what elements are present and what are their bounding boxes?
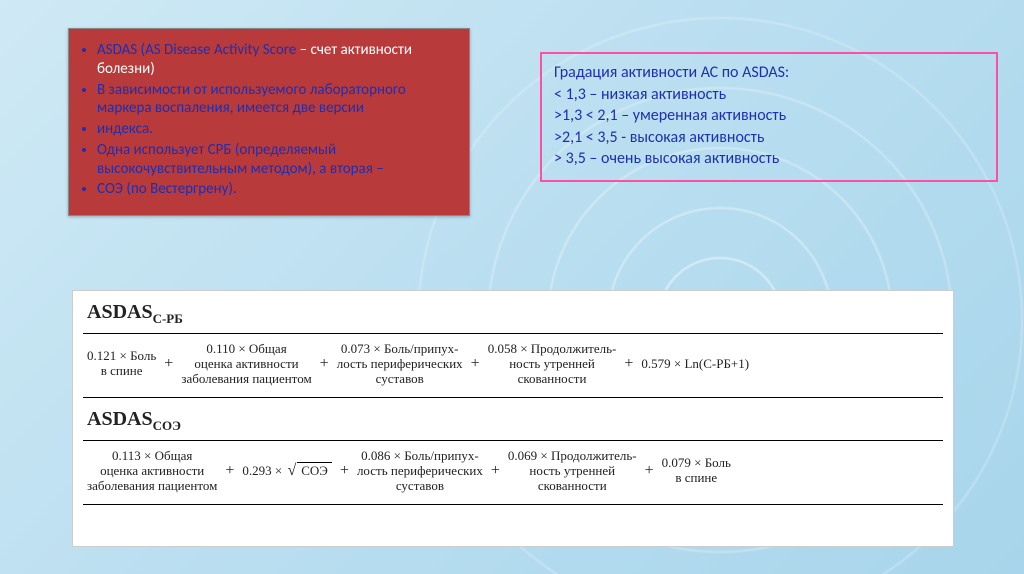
term: 0.079 × Боль в спине <box>662 456 731 486</box>
gradation-line: > 3,5 – очень высокая активность <box>554 148 984 170</box>
title-sub: СОЭ <box>153 418 181 433</box>
plus-icon: + <box>622 355 635 373</box>
plus-icon: + <box>469 355 482 373</box>
term-line: 0.069 × Продолжитель- <box>508 449 637 464</box>
term: 0.086 × Боль/припух- лость периферически… <box>357 449 483 494</box>
term: 0.113 × Общая оценка активности заболева… <box>87 449 217 494</box>
list-item: В зависимости от используемого лаборатор… <box>97 81 457 119</box>
gradation-line: >1,3 < 2,1 – умеренная активность <box>554 105 984 127</box>
title-main: ASDAS <box>87 301 153 323</box>
term-line: оценка активности <box>181 357 311 372</box>
term-line: ность утренней <box>488 357 617 372</box>
term: 0.058 × Продолжитель- ность утренней ско… <box>488 342 617 387</box>
term-line: 0.086 × Боль/припух- <box>357 449 483 464</box>
gradation-box: Градация активности АС по ASDAS: < 1,3 –… <box>540 52 998 182</box>
bullet-text: СОЭ (по Вестергрену). <box>97 180 237 198</box>
term-line: оценка активности <box>87 464 217 479</box>
bullet-text: индекса. <box>97 120 153 138</box>
sqrt-icon: СОЭ <box>285 462 331 480</box>
gradation-title: Градация активности АС по ASDAS: <box>554 62 984 84</box>
term-line: 0.073 × Боль/припух- <box>337 342 463 357</box>
plus-icon: + <box>643 462 656 480</box>
plus-icon: + <box>318 355 331 373</box>
list-item: ASDAS (AS Disease Activity Score – счет … <box>97 41 457 79</box>
formula-row-crp: 0.121 × Боль в спине + 0.110 × Общая оце… <box>73 334 953 397</box>
list-item: Одна использует СРБ (определяемый высоко… <box>97 141 457 179</box>
list-item: СОЭ (по Вестергрену). <box>97 180 457 199</box>
term-line: скованности <box>488 372 617 387</box>
plus-icon: + <box>338 462 351 480</box>
term-line: суставов <box>337 372 463 387</box>
term: 0.579 × Ln(С-РБ+1) <box>641 357 749 372</box>
term-line: суставов <box>357 479 483 494</box>
bullet-text: ASDAS (AS Disease Activity Score <box>97 41 296 59</box>
asdas-description-box: ASDAS (AS Disease Activity Score – счет … <box>68 28 470 216</box>
divider <box>83 397 943 398</box>
term-line: лость периферических <box>337 357 463 372</box>
term-line: 0.079 × Боль <box>662 456 731 471</box>
formula-title-esr: ASDASСОЭ <box>87 408 953 434</box>
plus-icon: + <box>223 462 236 480</box>
formula-title-crp: ASDASС-РБ <box>87 301 953 327</box>
term: 0.073 × Боль/припух- лость периферически… <box>337 342 463 387</box>
formula-row-esr: 0.113 × Общая оценка активности заболева… <box>73 441 953 504</box>
plus-icon: + <box>162 355 175 373</box>
term-line: 0.110 × Общая <box>181 342 311 357</box>
bullet-text: В зависимости от используемого лаборатор… <box>97 81 406 118</box>
term-line: 0.058 × Продолжитель- <box>488 342 617 357</box>
gradation-line: < 1,3 – низкая активность <box>554 84 984 106</box>
term-line: 0.121 × Боль <box>87 349 156 364</box>
list-item: индекса. <box>97 120 457 139</box>
title-sub: С-РБ <box>153 311 183 326</box>
title-main: ASDAS <box>87 408 153 430</box>
plus-icon: + <box>489 462 502 480</box>
bullet-text: Одна использует СРБ (определяемый высоко… <box>97 141 384 178</box>
term-line: 0.579 × Ln(С-РБ+1) <box>641 357 749 372</box>
term-line: заболевания пациентом <box>87 479 217 494</box>
term: 0.110 × Общая оценка активности заболева… <box>181 342 311 387</box>
term-line: 0.293 × <box>242 463 282 478</box>
term-line: 0.113 × Общая <box>87 449 217 464</box>
asdas-bullet-list: ASDAS (AS Disease Activity Score – счет … <box>77 41 457 199</box>
term-line: в спине <box>87 364 156 379</box>
term-line: скованности <box>508 479 637 494</box>
formula-panel: ASDASС-РБ 0.121 × Боль в спине + 0.110 ×… <box>72 290 954 547</box>
term-line: заболевания пациентом <box>181 372 311 387</box>
term-line: ность утренней <box>508 464 637 479</box>
term: 0.293 × СОЭ <box>242 462 332 480</box>
term-line: в спине <box>662 471 731 486</box>
term-line: СОЭ <box>297 462 332 478</box>
divider <box>83 504 943 505</box>
gradation-line: >2,1 < 3,5 - высокая активность <box>554 127 984 149</box>
term: 0.121 × Боль в спине <box>87 349 156 379</box>
term: 0.069 × Продолжитель- ность утренней ско… <box>508 449 637 494</box>
term-line: лость периферических <box>357 464 483 479</box>
